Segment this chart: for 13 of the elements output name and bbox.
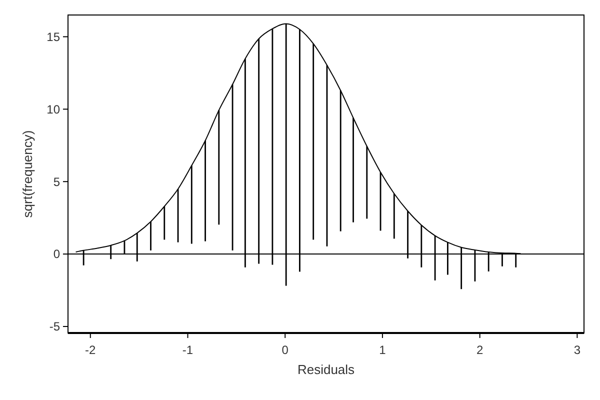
y-tick-label: 15 — [46, 30, 60, 44]
y-tick-label: 10 — [46, 102, 60, 116]
y-axis-title: sqrt(frequency) — [20, 130, 35, 218]
y-tick-label: 5 — [53, 174, 60, 189]
x-tick-label: 1 — [379, 343, 386, 357]
x-tick-label: 3 — [574, 343, 581, 357]
y-tick-label: -5 — [49, 320, 60, 334]
x-axis-title: Residuals — [297, 362, 356, 377]
x-tick-label: 2 — [476, 343, 484, 357]
x-tick-label: 0 — [282, 343, 289, 357]
x-tick-label: -1 — [182, 343, 194, 357]
y-tick-label: 0 — [53, 247, 60, 262]
x-tick-label: -2 — [85, 343, 96, 357]
